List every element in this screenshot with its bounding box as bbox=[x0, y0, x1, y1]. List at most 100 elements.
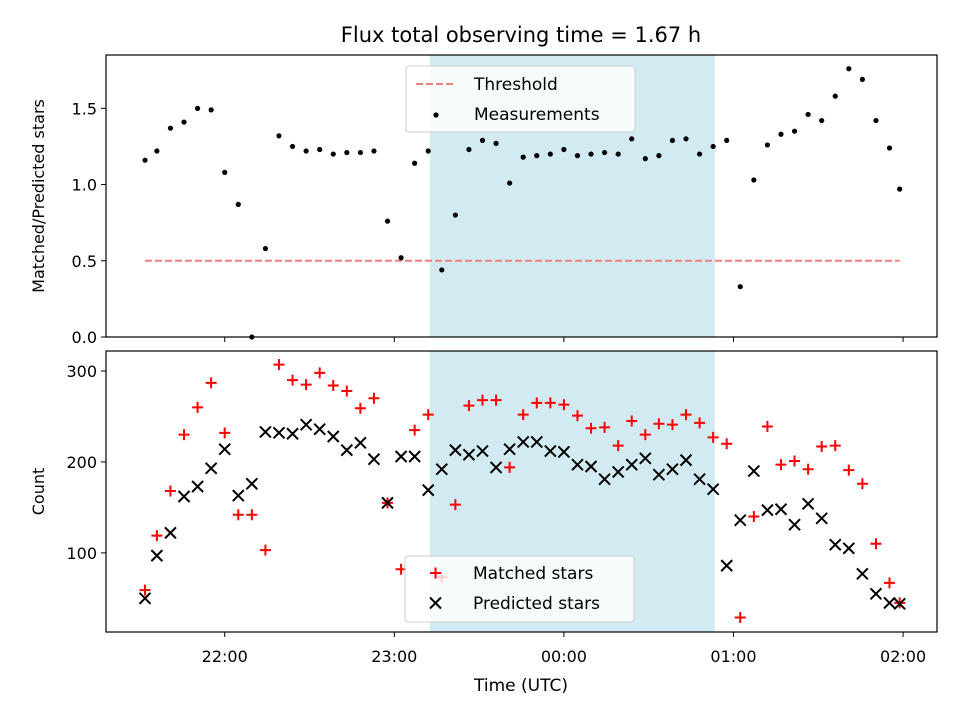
count-panel: 100 200 300 22:00 23:00 00:00 01:00 02:00 Coun… bbox=[29, 350, 938, 666]
x-tick-label: 02:00 bbox=[880, 647, 926, 666]
predicted-star-marker bbox=[218, 443, 231, 456]
matched-star-marker bbox=[409, 424, 421, 436]
measurement-point bbox=[751, 177, 757, 183]
measurement-point bbox=[602, 149, 608, 156]
count-legend: Matched stars Predicted stars bbox=[404, 555, 635, 623]
matched-star-marker bbox=[626, 415, 638, 427]
matched-star-marker bbox=[612, 440, 624, 452]
matched-star-marker bbox=[721, 438, 733, 450]
matched-star-marker bbox=[653, 418, 665, 430]
matched-star-marker bbox=[816, 440, 828, 452]
predicted-star-marker bbox=[706, 483, 720, 496]
matched-star-marker bbox=[504, 461, 516, 473]
predicted-star-marker bbox=[354, 436, 367, 450]
matched-star-marker bbox=[666, 419, 678, 431]
predicted-star-marker bbox=[774, 503, 788, 516]
measurement-point bbox=[710, 143, 716, 150]
matched-star-marker bbox=[680, 409, 692, 421]
matched-star-marker bbox=[219, 427, 231, 439]
matched-star-marker bbox=[490, 394, 502, 406]
predicted-star-marker bbox=[639, 452, 652, 465]
y-tick-label: 200 bbox=[66, 453, 97, 472]
measurement-point bbox=[384, 218, 391, 224]
predicted-star-marker bbox=[516, 435, 530, 449]
measurement-point bbox=[897, 186, 903, 192]
predicted-star-marker bbox=[571, 458, 584, 471]
predicted-star-marker bbox=[462, 448, 476, 461]
x-tick-label: 23:00 bbox=[371, 647, 417, 666]
measurement-point bbox=[561, 146, 567, 153]
x-tick-label: 00:00 bbox=[541, 647, 587, 666]
y-tick-label: 1.5 bbox=[72, 99, 97, 118]
matched-star-marker bbox=[884, 577, 896, 589]
measurement-point bbox=[656, 153, 662, 159]
predicted-star-marker bbox=[720, 559, 733, 572]
count-x-ticks: 22:00 23:00 00:00 01:00 02:00 bbox=[202, 632, 926, 666]
predicted-star-marker bbox=[652, 468, 666, 481]
matched-star-marker bbox=[341, 385, 353, 397]
matched-star-marker bbox=[287, 374, 299, 386]
matched-star-marker bbox=[802, 463, 814, 475]
predicted-star-marker bbox=[883, 596, 896, 610]
measurement-point bbox=[208, 107, 214, 113]
measurement-point bbox=[222, 169, 228, 175]
measurement-point bbox=[303, 148, 309, 154]
measurement-points bbox=[142, 66, 903, 340]
matched-star-marker bbox=[192, 401, 204, 413]
ratio-panel: 0.0 0.5 1.0 1.5 Matched/Predicted stars Thr… bbox=[29, 54, 938, 347]
x-axis-label: Time (UTC) bbox=[473, 676, 568, 696]
y-tick-label: 1.0 bbox=[72, 176, 97, 195]
measurement-point bbox=[357, 149, 363, 156]
measurement-point bbox=[412, 160, 418, 166]
matched-star-marker bbox=[531, 397, 543, 409]
predicted-star-marker bbox=[815, 512, 828, 525]
measurement-point bbox=[493, 140, 499, 147]
predicted-star-marker bbox=[449, 443, 462, 457]
predicted-star-marker bbox=[666, 463, 679, 476]
measurement-point bbox=[886, 145, 893, 151]
predicted-star-marker bbox=[693, 473, 706, 486]
predicted-star-marker bbox=[286, 427, 299, 440]
matched-star-marker bbox=[585, 422, 597, 434]
predicted-star-marker bbox=[408, 450, 421, 463]
matched-star-marker bbox=[748, 511, 760, 523]
y-tick-label: 0.5 bbox=[72, 252, 97, 271]
predicted-star-marker bbox=[272, 426, 286, 440]
predicted-star-marker bbox=[829, 538, 842, 551]
predicted-star-marker bbox=[394, 450, 408, 463]
matched-star-marker bbox=[870, 538, 882, 550]
measurement-point bbox=[534, 153, 540, 159]
measurement-point bbox=[805, 111, 811, 118]
predicted-star-marker bbox=[435, 463, 448, 476]
y-tick-label: 300 bbox=[66, 362, 97, 381]
matched-star-markers bbox=[139, 359, 906, 623]
measurement-point bbox=[181, 119, 187, 125]
count-y-label: Count bbox=[29, 468, 48, 516]
measurement-point bbox=[764, 142, 771, 148]
matched-star-marker bbox=[558, 399, 570, 411]
matched-star-marker bbox=[775, 459, 787, 471]
legend-measurement-label: Measurements bbox=[474, 105, 600, 125]
measurement-point bbox=[507, 180, 513, 186]
measurement-point bbox=[235, 201, 241, 207]
matched-star-marker bbox=[178, 429, 190, 441]
measurement-point bbox=[371, 148, 377, 154]
measurement-point bbox=[452, 212, 458, 218]
predicted-star-marker bbox=[476, 444, 489, 458]
measurement-point bbox=[479, 137, 486, 143]
matched-star-marker bbox=[544, 397, 556, 409]
predicted-star-marker bbox=[340, 443, 354, 457]
ratio-legend-box bbox=[405, 65, 636, 133]
matched-star-marker bbox=[273, 359, 285, 371]
predicted-star-marker bbox=[422, 483, 435, 497]
predicted-star-marker bbox=[598, 473, 611, 486]
predicted-star-marker bbox=[869, 587, 883, 601]
measurement-point bbox=[154, 148, 160, 154]
y-tick-label: 100 bbox=[66, 544, 97, 563]
matched-star-marker bbox=[259, 544, 271, 556]
matched-star-marker bbox=[734, 611, 746, 623]
predicted-star-marker bbox=[259, 425, 272, 439]
legend-measurement-swatch bbox=[433, 112, 439, 118]
predicted-star-marker bbox=[842, 542, 856, 555]
measurement-point bbox=[737, 284, 743, 290]
